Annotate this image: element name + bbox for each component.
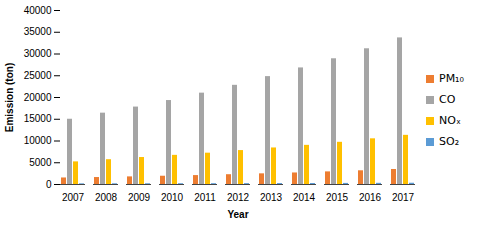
svg-text:15000: 15000	[24, 113, 52, 124]
html-text:SO₂: SO₂	[439, 135, 460, 148]
svg-text:10000: 10000	[24, 135, 52, 146]
svg-text:2017: 2017	[392, 192, 415, 203]
svg-text:Year: Year	[227, 209, 248, 220]
svg-text:20000: 20000	[24, 92, 52, 103]
html-text:PM₁₀: PM₁₀	[439, 72, 464, 85]
html-text:NOₓ: NOₓ	[439, 114, 461, 127]
svg-text:35000: 35000	[24, 26, 52, 37]
html-text:CO: CO	[439, 93, 456, 106]
svg-text:2012: 2012	[227, 192, 250, 203]
svg-text:2014: 2014	[293, 192, 316, 203]
svg-text:40000: 40000	[24, 5, 52, 16]
svg-text:2007: 2007	[62, 192, 85, 203]
svg-text:30000: 30000	[24, 48, 52, 59]
svg-text:2016: 2016	[359, 192, 382, 203]
svg-text:0: 0	[46, 179, 52, 190]
svg-text:2009: 2009	[128, 192, 151, 203]
svg-text:2013: 2013	[260, 192, 283, 203]
svg-text:5000: 5000	[29, 157, 52, 168]
svg-text:2015: 2015	[326, 192, 349, 203]
svg-text:2008: 2008	[95, 192, 118, 203]
svg-text:2011: 2011	[194, 192, 216, 203]
svg-text:Emission (ton): Emission (ton)	[4, 63, 15, 132]
svg-text:25000: 25000	[24, 70, 52, 81]
svg-text:2010: 2010	[161, 192, 184, 203]
